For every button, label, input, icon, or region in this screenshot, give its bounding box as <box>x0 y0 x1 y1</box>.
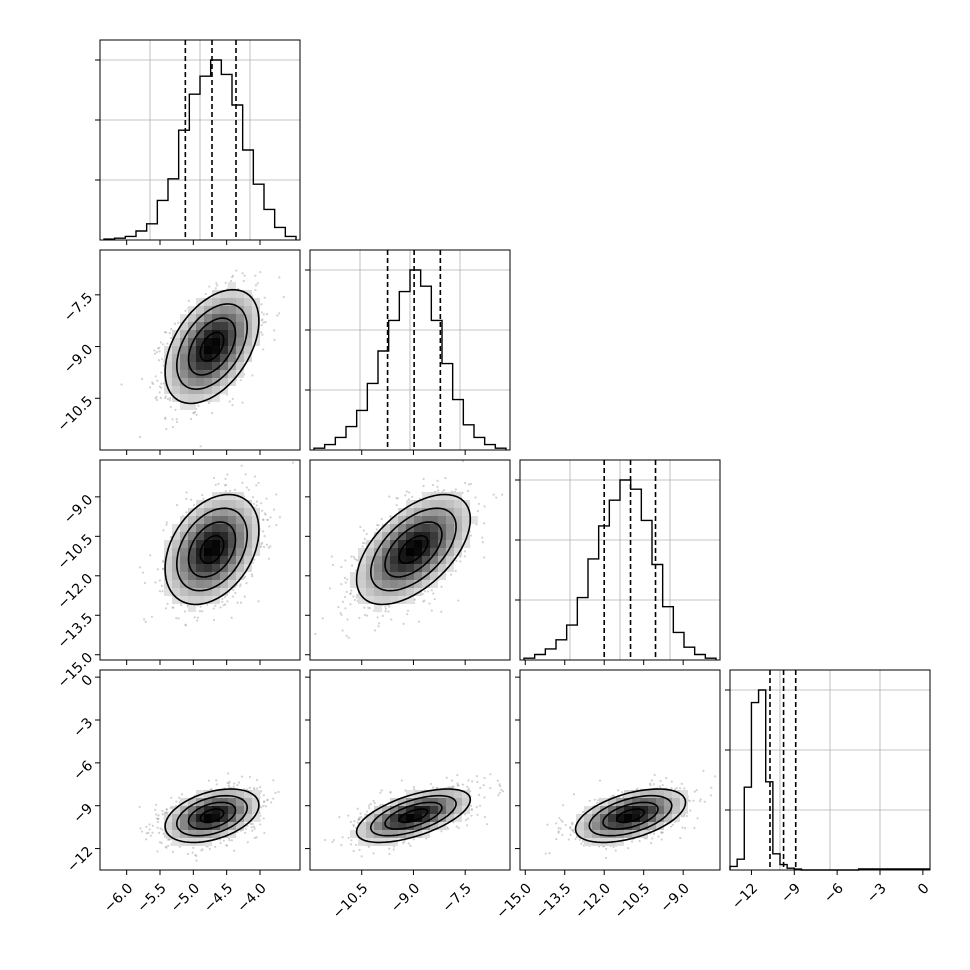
density-panel-1-0 <box>99 249 301 455</box>
contour-line <box>355 493 472 606</box>
x-tick-label: −10.5 <box>612 880 654 922</box>
contour-line <box>199 331 225 362</box>
contour-line <box>602 801 659 830</box>
density-panel-2-0 <box>99 459 301 665</box>
density-panel-2-1 <box>305 459 511 665</box>
y-tick-label: 0 <box>79 672 97 690</box>
y-tick-label: −12.0 <box>55 571 97 613</box>
y-tick-label: −12 <box>64 844 96 876</box>
axes-frame <box>99 39 301 241</box>
contour-line <box>187 317 237 376</box>
contour-line <box>175 507 249 592</box>
x-tick-label: −6 <box>821 880 847 906</box>
contour-line <box>164 288 260 405</box>
histogram-line <box>313 269 507 450</box>
contour-line <box>187 521 237 578</box>
y-tick-label: −9.0 <box>61 492 96 527</box>
y-tick-label: −10.5 <box>55 393 97 435</box>
contour-line <box>574 788 687 844</box>
histogram-panel-3 <box>725 669 931 871</box>
contour-line <box>384 801 443 830</box>
x-tick-label: −5.0 <box>168 880 203 915</box>
x-tick-label: −4.0 <box>234 880 269 915</box>
contour-line <box>369 507 457 592</box>
axes-frame <box>519 459 721 661</box>
x-tick-label: −10.5 <box>330 880 372 922</box>
axes-frame <box>729 669 931 871</box>
x-tick-label: −9 <box>778 880 804 906</box>
x-tick-label: −12 <box>729 880 761 912</box>
axes-frame <box>309 249 511 451</box>
density-panel-3-2 <box>515 669 721 871</box>
histogram-panel-1 <box>305 249 511 455</box>
axes-frame <box>519 669 721 871</box>
x-tick-label: −9.0 <box>658 880 693 915</box>
contour-line <box>187 801 237 830</box>
x-tick-label: −5.5 <box>134 880 169 915</box>
histogram-line <box>103 59 297 240</box>
x-tick-label: 0 <box>915 880 933 898</box>
contour-line <box>384 521 443 578</box>
contour-line <box>164 493 260 606</box>
histogram-panel-0 <box>95 39 301 245</box>
contour-line <box>398 534 429 564</box>
y-tick-label: −6 <box>70 758 96 784</box>
x-tick-label: −12.0 <box>572 880 614 922</box>
contour-line <box>199 534 225 564</box>
axes-frame <box>99 669 301 871</box>
density-panel-3-0 <box>99 669 301 871</box>
histogram-line <box>523 479 717 660</box>
contour-line <box>355 788 472 844</box>
contour-line <box>199 808 225 824</box>
contour-line <box>398 808 429 824</box>
contour-line <box>588 794 673 837</box>
x-tick-label: −13.5 <box>533 880 575 922</box>
x-tick-label: −3 <box>864 880 890 906</box>
contour-line <box>175 303 249 391</box>
axes-frame <box>99 459 301 661</box>
y-tick-label: −7.5 <box>61 290 96 325</box>
contour-line <box>616 808 646 824</box>
y-tick-label: −9 <box>70 801 96 827</box>
y-tick-label: −3 <box>70 715 96 741</box>
contour-line <box>175 794 249 837</box>
x-tick-label: −9.0 <box>388 880 423 915</box>
y-tick-label: −9.0 <box>61 342 96 377</box>
y-tick-label: −10.5 <box>55 531 97 573</box>
axes-frame <box>99 249 301 451</box>
contour-line <box>164 788 260 844</box>
axes-frame <box>309 459 511 661</box>
x-tick-label: −7.5 <box>440 880 475 915</box>
y-tick-label: −13.5 <box>55 610 97 652</box>
axes-frame <box>309 669 511 871</box>
x-tick-label: −4.5 <box>201 880 236 915</box>
density-panel-3-1 <box>305 669 511 871</box>
histogram-panel-2 <box>515 459 721 665</box>
contour-line <box>369 794 457 837</box>
x-tick-label: −15.0 <box>493 880 535 922</box>
x-tick-label: −6.0 <box>101 880 136 915</box>
